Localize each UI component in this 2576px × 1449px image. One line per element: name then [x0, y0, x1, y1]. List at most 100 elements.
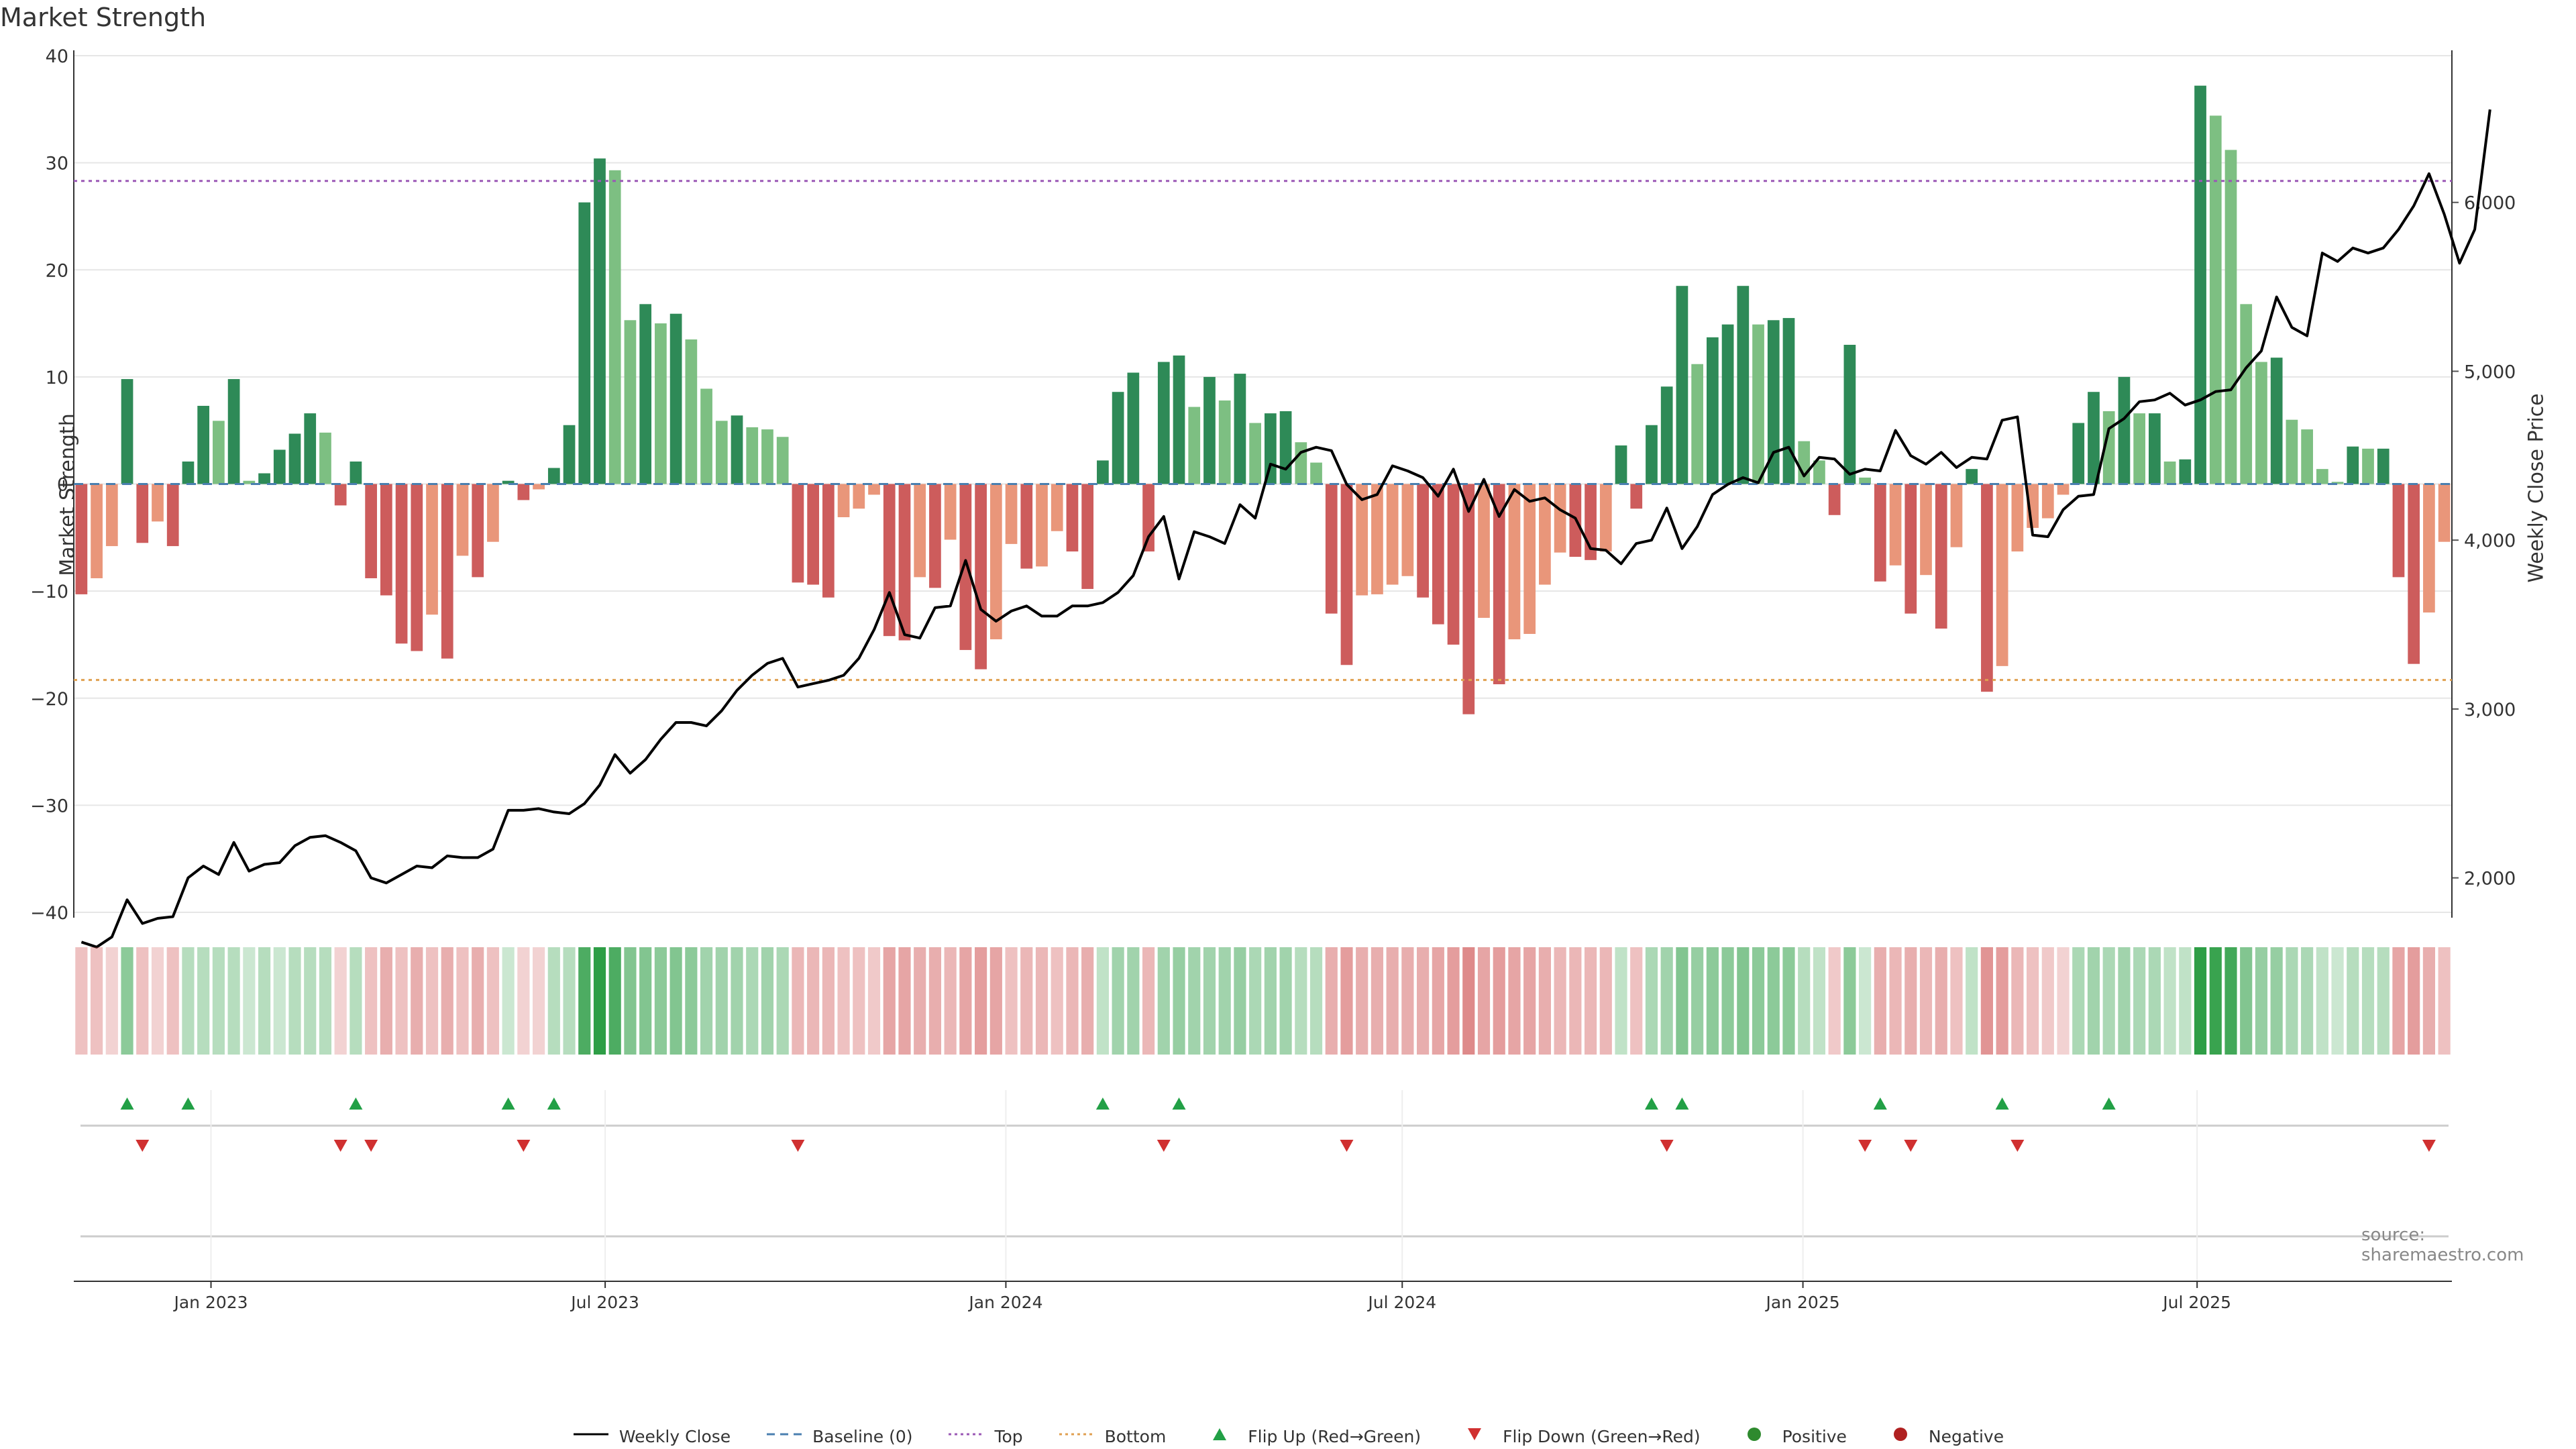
strength-bar — [715, 421, 728, 484]
flip-up-marker — [1995, 1097, 2009, 1110]
strip-cell — [1538, 947, 1551, 1055]
strip-cell — [304, 947, 317, 1055]
legend-symbol — [1468, 1428, 1482, 1440]
strength-bar — [365, 484, 377, 578]
strength-bar — [1966, 469, 1978, 484]
strength-bar — [2118, 376, 2131, 484]
strength-bar — [608, 170, 621, 484]
strength-bar — [1813, 460, 1825, 484]
legend-swatch — [572, 1426, 610, 1447]
strength-bar — [2438, 484, 2451, 542]
strength-bar — [776, 437, 789, 484]
flip-down-marker — [1904, 1140, 1918, 1152]
strip-cell — [898, 947, 911, 1055]
strip-cell — [227, 947, 240, 1055]
strength-bar — [547, 468, 560, 484]
strength-bar — [1691, 364, 1704, 484]
strength-bar — [319, 432, 331, 484]
strip-cell — [486, 947, 500, 1055]
strip-cell — [2102, 947, 2115, 1055]
strip-cell — [1127, 947, 1140, 1055]
strength-bar — [2408, 484, 2420, 664]
strength-bar — [2423, 484, 2435, 613]
legend-symbol — [1213, 1428, 1227, 1440]
strength-bar — [883, 484, 896, 637]
x-tick-label: Jul 2024 — [1366, 1293, 1436, 1312]
strength-bar — [1295, 442, 1307, 484]
strip-cell — [1417, 947, 1430, 1055]
strength-bar — [1904, 484, 1917, 614]
strip-cell — [1203, 947, 1216, 1055]
y-tick-label: 40 — [46, 46, 68, 67]
strip-cell — [1462, 947, 1475, 1055]
legend-label: Bottom — [1104, 1426, 1167, 1446]
strength-bar — [1950, 484, 1963, 547]
strip-cell — [1813, 947, 1826, 1055]
strength-bar — [1218, 400, 1231, 484]
strength-bar — [1279, 411, 1292, 484]
legend-item-flip-up: Flip Up (Red→Green) — [1201, 1426, 1421, 1447]
y-tick-label: −20 — [30, 689, 68, 710]
strength-bar — [2377, 448, 2390, 484]
strip-cell — [2331, 947, 2344, 1055]
strength-bar — [2149, 413, 2161, 484]
strength-bar — [1340, 484, 1353, 665]
strength-bar — [929, 484, 941, 588]
strip-cell — [2408, 947, 2420, 1055]
flip-down-marker — [1340, 1140, 1354, 1152]
strength-bar — [959, 484, 972, 650]
strip-cell — [182, 947, 195, 1055]
strength-bar — [1843, 344, 1856, 484]
strip-cell — [1798, 947, 1811, 1055]
strip-cell — [2301, 947, 2314, 1055]
strength-bar — [1173, 355, 1185, 484]
strip-cell — [837, 947, 850, 1055]
strength-bar — [1020, 484, 1033, 569]
strip-cell — [2194, 947, 2207, 1055]
strip-cell — [1706, 947, 1719, 1055]
chart-legend: Weekly Close Baseline (0) Top Bottom Fli… — [0, 1426, 2576, 1447]
strength-bar — [2255, 362, 2267, 484]
strip-cell — [1843, 947, 1856, 1055]
strip-cell — [608, 947, 621, 1055]
strip-cell — [1508, 947, 1521, 1055]
strength-bar — [2347, 446, 2359, 484]
strip-cell — [1173, 947, 1185, 1055]
legend-swatch — [765, 1426, 803, 1447]
strip-cell — [746, 947, 759, 1055]
strength-bar — [91, 484, 103, 578]
strip-cell — [944, 947, 957, 1055]
flip-up-marker — [349, 1097, 363, 1110]
strength-bar — [2072, 423, 2085, 484]
strength-bar — [334, 484, 347, 506]
strength-bar — [213, 421, 225, 484]
strip-cell — [319, 947, 332, 1055]
strip-cell — [1996, 947, 2008, 1055]
strip-cell — [334, 947, 347, 1055]
strength-bar — [1935, 484, 1947, 629]
strength-bar — [639, 304, 652, 484]
strength-bar — [75, 484, 88, 594]
strip-cell — [2270, 947, 2283, 1055]
x-tick-label: Jul 2025 — [2161, 1293, 2231, 1312]
strip-cell — [1966, 947, 1978, 1055]
strength-bar — [2011, 484, 2024, 552]
strip-cell — [1112, 947, 1124, 1055]
strength-bar — [2301, 429, 2313, 484]
strip-cell — [2286, 947, 2298, 1055]
strength-bars — [75, 85, 2451, 714]
legend-item-top: Top — [947, 1426, 1023, 1447]
strength-bar — [822, 484, 835, 598]
strip-cell — [2422, 947, 2436, 1055]
strip-cell — [1066, 947, 1079, 1055]
legend-symbol-mark — [1893, 1428, 1907, 1441]
strength-bar — [1721, 324, 1734, 484]
strip-cell — [1325, 947, 1338, 1055]
strength-bar — [1554, 484, 1566, 553]
y-tick-label: 0 — [57, 475, 68, 496]
strip-cell — [2361, 947, 2375, 1055]
strip-cell — [639, 947, 652, 1055]
legend-swatch — [1882, 1426, 1919, 1447]
y-tick-label: 20 — [46, 260, 68, 281]
legend-symbol-mark — [1213, 1428, 1227, 1440]
